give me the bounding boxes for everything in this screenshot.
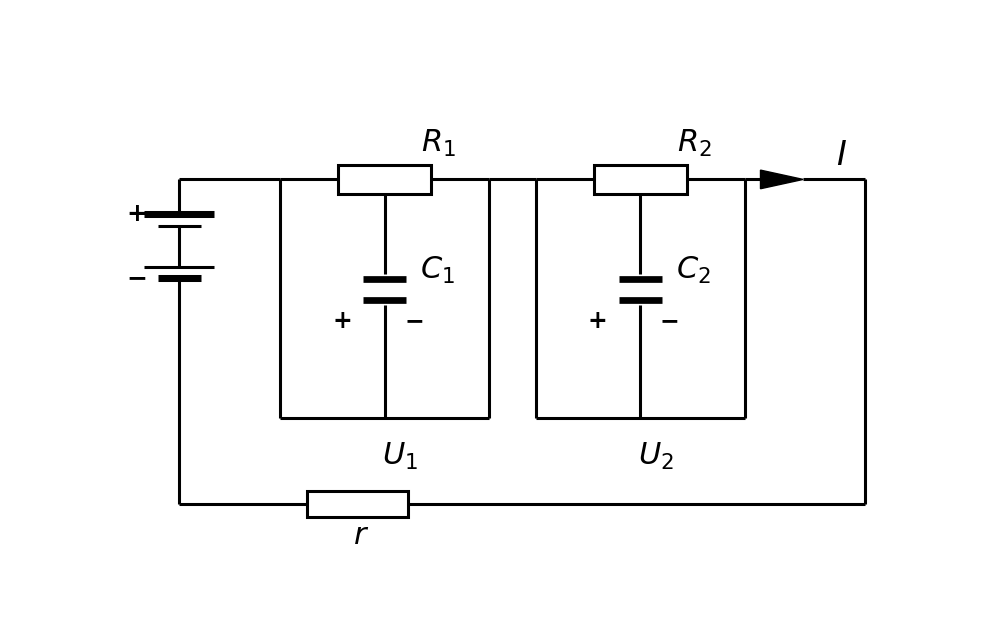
Text: $U_1$: $U_1$ xyxy=(382,441,418,472)
Text: $R_1$: $R_1$ xyxy=(421,128,456,159)
Text: $R_2$: $R_2$ xyxy=(677,128,712,159)
Text: $I$: $I$ xyxy=(836,139,847,172)
Text: −: − xyxy=(404,309,424,333)
Bar xyxy=(338,165,431,194)
Text: +: + xyxy=(588,309,608,333)
Polygon shape xyxy=(761,170,803,188)
Text: $C_2$: $C_2$ xyxy=(676,255,710,286)
Bar xyxy=(594,165,687,194)
Text: $U_2$: $U_2$ xyxy=(638,441,674,472)
Text: +: + xyxy=(332,309,352,333)
Text: $r$: $r$ xyxy=(353,521,369,549)
Text: +: + xyxy=(126,202,147,226)
Text: −: − xyxy=(660,309,680,333)
Text: $C_1$: $C_1$ xyxy=(420,255,455,286)
Bar xyxy=(307,491,408,517)
Text: −: − xyxy=(126,266,147,290)
